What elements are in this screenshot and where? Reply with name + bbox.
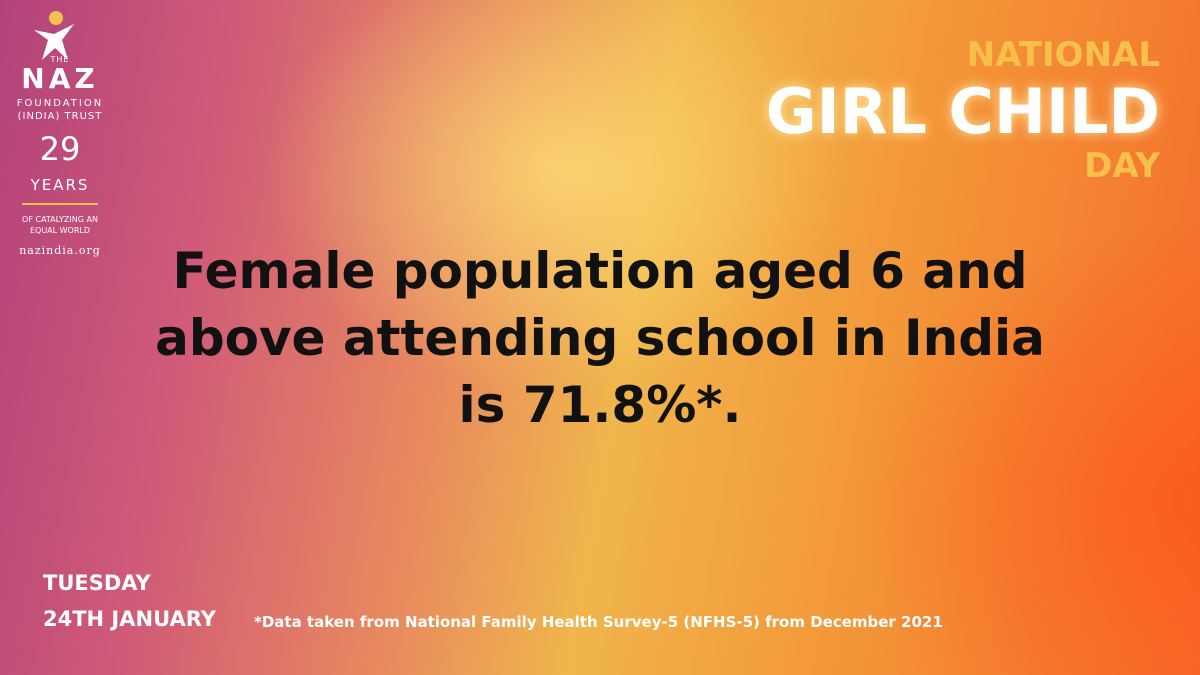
logo-tagline: OF CATALYZING AN (22, 215, 98, 224)
footnote: *Data taken from National Family Health … (254, 613, 943, 631)
logo-line: FOUNDATION (16, 98, 104, 109)
headline-main: GIRL CHILD (765, 75, 1160, 148)
message-line: above attending school in India (155, 309, 1045, 367)
logo-years-number: 29 (39, 130, 81, 168)
date-weekday: TUESDAY (43, 571, 151, 595)
headline-top: NATIONAL (966, 35, 1160, 75)
logo-icon (34, 11, 74, 60)
logo-tagline: EQUAL WORLD (29, 226, 91, 235)
logo-the: THE (50, 55, 70, 64)
logo-website: nazindia.org (19, 244, 101, 257)
message: Female population aged 6 and above atten… (0, 238, 1200, 439)
message-line: Female population aged 6 and (172, 242, 1028, 300)
logo-rule (22, 203, 98, 205)
logo-years-word: YEARS (30, 176, 90, 194)
logo-line: (INDIA) TRUST (17, 111, 103, 122)
date-day: 24TH JANUARY (43, 607, 216, 631)
logo-name: NAZ (21, 62, 99, 95)
message-line: is 71.8%*. (458, 376, 742, 434)
headline-bottom: DAY (1084, 146, 1160, 186)
